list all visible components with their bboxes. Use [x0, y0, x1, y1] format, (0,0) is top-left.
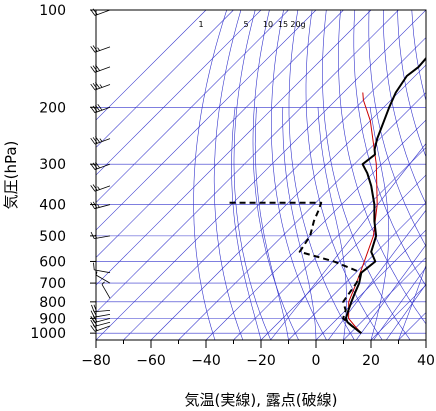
moist-adiabat: [254, 107, 289, 340]
series-group: [227, 56, 426, 334]
wind-barb: [90, 64, 111, 73]
isotherm-line: [315, 229, 426, 340]
mixing-ratio-labels: 1 5 10 15 20g: [198, 20, 305, 29]
isotherm-line: [425, 339, 426, 340]
y-tick-label: 700: [39, 276, 66, 292]
wind-barb: [90, 136, 111, 145]
x-tick-label: −60: [136, 353, 166, 369]
isotherm-line: [96, 10, 399, 313]
moist-adiabat: [231, 107, 262, 340]
parcel-line: [348, 92, 378, 334]
x-axis-label: 気温(実線), 露点(破線): [185, 391, 338, 409]
y-tick-label: 600: [39, 254, 66, 270]
wind-barb: [90, 82, 111, 91]
y-tick-label: 800: [39, 295, 66, 311]
dry-adiabat: [322, 10, 411, 340]
wind-barb: [90, 184, 111, 192]
mixing-ratio-label: 10: [263, 20, 273, 29]
dry-adiabat: [271, 10, 327, 340]
moist-adiabat: [369, 107, 389, 340]
y-tick-label: 500: [39, 229, 66, 245]
mixing-ratio-line: [385, 283, 426, 340]
y-tick-label: 300: [39, 157, 66, 173]
dry-adiabat: [383, 10, 426, 205]
mixing-ratio-label: 1: [198, 20, 203, 29]
dry-adiabat: [397, 10, 426, 158]
y-tick-label: 1000: [30, 326, 66, 342]
dry-adiabat: [425, 10, 426, 14]
isotherm-line: [96, 10, 317, 231]
wind-barb: [90, 104, 111, 114]
isotherm-line: [205, 119, 426, 340]
dry-adiabat: [213, 10, 244, 340]
isotherm-line: [96, 10, 289, 203]
isotherm-line: [343, 257, 426, 340]
x-tick-label: 20: [362, 353, 380, 369]
background-lines: [96, 10, 426, 340]
y-axis-label: 気圧(hPa): [2, 141, 20, 210]
mixing-ratio-label: 5: [243, 20, 248, 29]
temperature-line: [344, 56, 426, 334]
wind-barb: [90, 324, 111, 332]
wind-barb: [90, 161, 111, 171]
wind-barb: [101, 281, 111, 299]
x-tick-label: −40: [191, 353, 221, 369]
isotherm-line: [178, 92, 426, 340]
isotherm-line: [96, 10, 344, 258]
y-tick-label: 200: [39, 100, 66, 116]
x-tick-label: 40: [417, 353, 435, 369]
wind-barbs: [90, 8, 111, 332]
isotherm-line: [123, 37, 426, 340]
wind-barb: [91, 304, 111, 313]
dry-adiabat: [233, 10, 272, 340]
x-tick-label: 0: [312, 353, 321, 369]
isotherm-line: [288, 202, 426, 340]
moist-adiabat: [425, 339, 426, 340]
mixing-ratio-line: [355, 244, 426, 340]
isotherm-line: [150, 64, 426, 340]
mixing-ratio-line: [373, 266, 426, 340]
dry-adiabat: [368, 10, 426, 247]
dry-adiabat: [193, 10, 227, 340]
wind-barb: [93, 262, 111, 274]
wind-barb: [90, 45, 111, 53]
mixing-ratio-label: 15: [278, 20, 288, 29]
isotherm-line: [233, 147, 426, 340]
x-axis: −80 −60 −40 −20 0 20 40: [81, 340, 435, 369]
y-tick-label: 900: [39, 311, 66, 327]
wind-barb: [90, 201, 111, 210]
isotherm-line: [96, 10, 372, 286]
isotherm-line: [96, 10, 234, 148]
moist-adiabat: [282, 107, 317, 340]
dry-adiabat: [252, 10, 299, 340]
moist-adiabat: [398, 264, 426, 340]
mixing-ratio-line: [327, 209, 426, 340]
mixing-ratio-label: 20g: [290, 20, 305, 29]
isotherm-line: [96, 10, 426, 340]
x-tick-label: −20: [246, 353, 276, 369]
isotherm-line: [96, 10, 262, 176]
mixing-ratio-line: [270, 143, 426, 340]
dry-adiabat: [353, 10, 426, 287]
x-tick-label: −80: [81, 353, 111, 369]
dry-adiabat: [338, 10, 426, 325]
y-tick-label: 100: [39, 3, 66, 19]
y-tick-label: 400: [39, 198, 66, 214]
isotherm-line: [260, 174, 426, 340]
isotherm-line: [96, 10, 207, 121]
